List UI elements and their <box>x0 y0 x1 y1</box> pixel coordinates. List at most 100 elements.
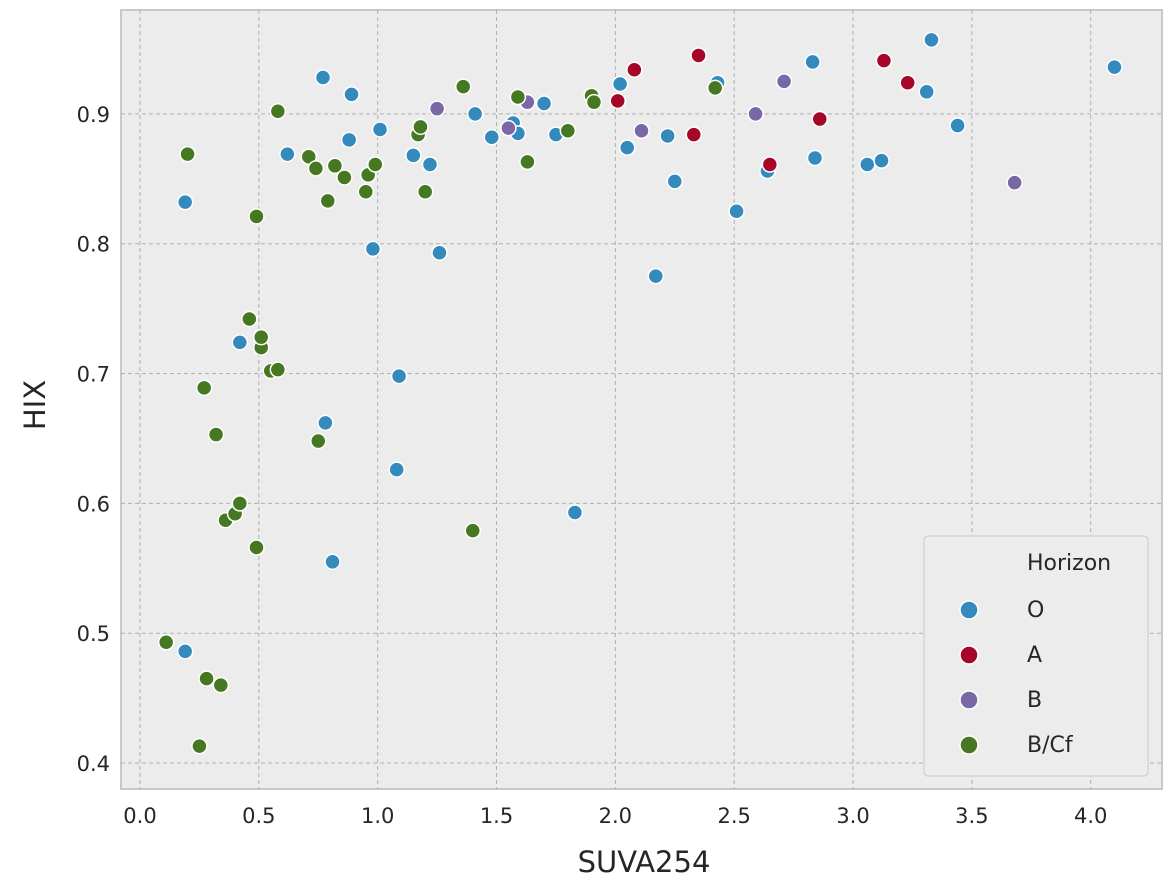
point-o <box>431 244 448 262</box>
point-b-cf <box>157 634 175 651</box>
point-o <box>388 461 405 478</box>
point-b-cf <box>269 361 287 378</box>
point-b-cf <box>416 183 434 201</box>
point-a <box>811 110 829 128</box>
legend-label-b: B <box>1027 688 1042 713</box>
point-o <box>728 202 745 220</box>
point-b-cf <box>336 169 353 186</box>
point-o <box>324 553 341 571</box>
legend-marker-o <box>959 600 979 620</box>
point-b <box>1006 174 1023 191</box>
point-o <box>618 139 636 156</box>
legend-title: Horizon <box>1027 551 1111 576</box>
point-a <box>690 47 707 64</box>
y-tick-labels: 0.4 0.5 0.6 0.7 0.8 0.9 <box>77 103 110 776</box>
point-o <box>176 193 194 211</box>
point-a <box>875 52 893 69</box>
y-tick-label: 0.9 <box>77 103 110 127</box>
x-tick-label: 3.0 <box>836 804 869 828</box>
point-o <box>859 156 876 173</box>
legend-marker-b <box>959 690 979 710</box>
point-o <box>390 367 408 385</box>
x-tick-label: 1.5 <box>480 804 513 828</box>
point-o <box>647 267 665 285</box>
x-tick-label: 0.5 <box>242 804 275 828</box>
x-tick-label: 1.0 <box>361 804 394 828</box>
point-o <box>804 53 821 71</box>
point-b-cf <box>212 676 230 694</box>
point-b-cf <box>191 737 208 755</box>
point-o <box>364 240 382 258</box>
data-points <box>157 31 1123 755</box>
x-tick-labels: 0.0 0.5 1.0 1.5 2.0 2.5 3.0 3.5 4.0 <box>123 804 1107 828</box>
point-b-cf <box>307 160 325 177</box>
legend-label-a: A <box>1027 643 1042 668</box>
point-o <box>314 69 332 86</box>
point-o <box>421 156 439 173</box>
legend: Horizon OAB B/Cf <box>923 535 1149 777</box>
y-tick-label: 0.8 <box>77 233 110 257</box>
point-o <box>371 121 389 138</box>
point-a <box>626 61 643 78</box>
legend-label-b-cf: B/Cf <box>1027 733 1074 758</box>
point-b <box>428 100 446 117</box>
legend-box <box>923 535 1149 777</box>
point-b-cf <box>310 432 327 450</box>
point-b-cf <box>509 88 527 106</box>
point-b-cf <box>559 122 577 139</box>
point-b-cf <box>706 79 724 97</box>
point-b-cf <box>454 78 472 95</box>
point-o <box>923 31 940 49</box>
legend-marker-b-cf <box>959 735 979 755</box>
point-a <box>899 74 916 91</box>
point-b-cf <box>241 310 258 328</box>
point-o <box>611 75 629 93</box>
x-tick-label: 2.0 <box>599 804 632 828</box>
point-b-cf <box>207 426 225 443</box>
point-o <box>466 105 484 123</box>
point-b-cf <box>519 153 536 171</box>
point-o <box>659 127 676 145</box>
point-b-cf <box>195 379 213 397</box>
point-o <box>873 152 890 169</box>
y-tick-label: 0.5 <box>77 622 110 646</box>
point-b-cf <box>326 157 344 175</box>
point-b-cf <box>248 208 265 225</box>
point-o <box>340 131 358 149</box>
point-a <box>609 92 626 110</box>
point-o <box>279 145 296 163</box>
legend-items: OAB B/Cf <box>959 598 1074 758</box>
point-b-cf <box>464 522 482 539</box>
point-o <box>806 149 824 167</box>
point-o <box>1106 58 1123 76</box>
point-o <box>949 117 966 134</box>
point-o <box>566 504 584 521</box>
point-b-cf <box>252 328 270 346</box>
point-b-cf <box>231 495 249 512</box>
point-b <box>775 73 793 90</box>
point-b-cf <box>248 539 265 556</box>
point-o <box>317 414 334 432</box>
x-tick-label: 2.5 <box>717 804 750 828</box>
point-o <box>176 643 194 660</box>
point-b-cf <box>319 192 337 210</box>
point-b-cf <box>198 670 215 687</box>
point-o <box>535 95 553 112</box>
legend-marker-a <box>959 645 979 665</box>
x-tick-label: 3.5 <box>955 804 988 828</box>
x-tick-label: 4.0 <box>1074 804 1107 828</box>
point-a <box>761 156 779 173</box>
point-o <box>343 86 360 103</box>
legend-label-o: O <box>1027 598 1044 623</box>
point-o <box>231 334 249 351</box>
point-b <box>500 119 517 137</box>
x-tick-label: 0.0 <box>123 804 156 828</box>
point-o <box>483 128 501 146</box>
point-b-cf <box>412 118 429 136</box>
point-b-cf <box>585 93 603 111</box>
point-o <box>405 147 422 164</box>
point-a <box>685 126 703 143</box>
y-axis-label: HIX <box>18 380 52 430</box>
point-b <box>747 105 764 123</box>
